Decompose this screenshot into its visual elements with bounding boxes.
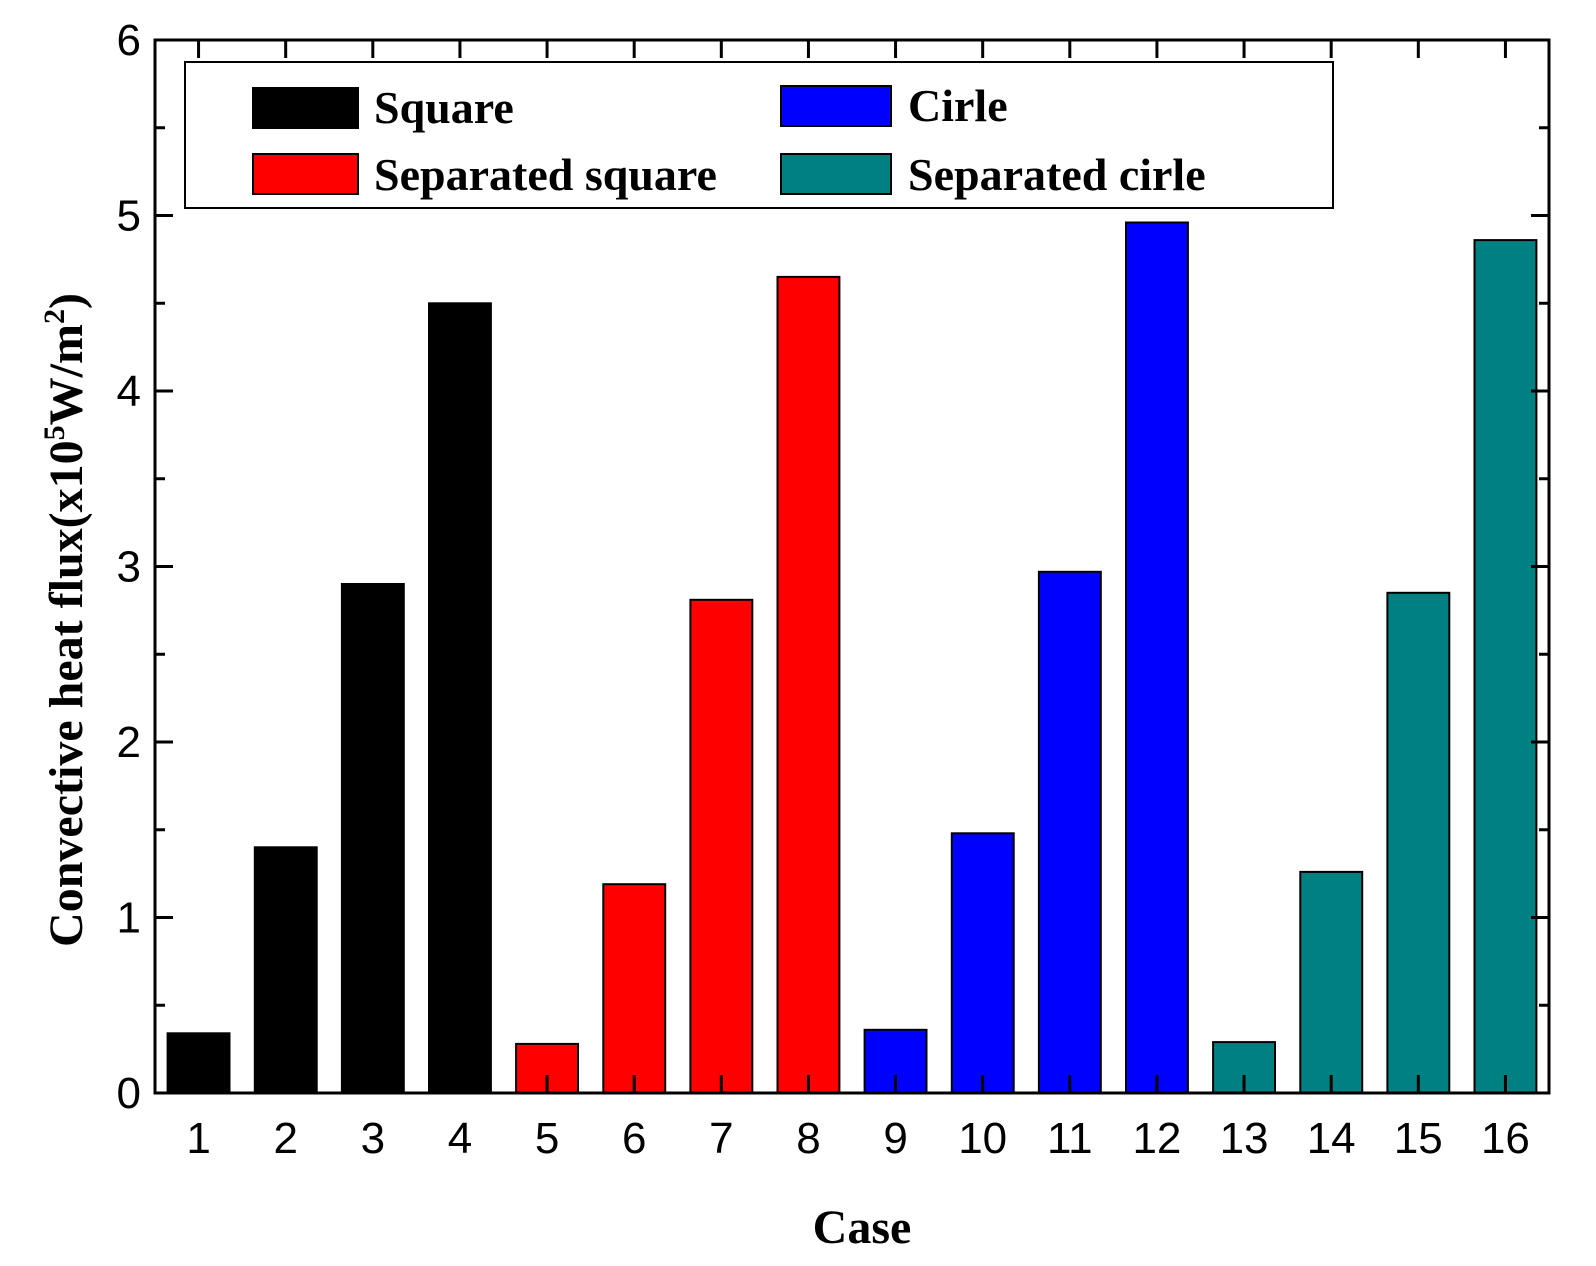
bar-case-16 <box>1473 239 1538 1095</box>
y-tick-label-5: 5 <box>117 192 141 241</box>
y-axis-title-main: Convective heat flux(x10 <box>40 440 93 947</box>
x-tick-label-1: 1 <box>186 1114 210 1163</box>
x-tick-label-11: 11 <box>1047 1114 1093 1163</box>
x-tick-label-3: 3 <box>361 1114 385 1163</box>
x-tick-label-5: 5 <box>535 1114 559 1163</box>
y-tick-label-3: 3 <box>117 543 141 592</box>
legend-box <box>184 61 1334 209</box>
x-tick-label-9: 9 <box>883 1114 907 1163</box>
bar-case-11 <box>1037 570 1102 1094</box>
y-tick-label-4: 4 <box>117 367 141 416</box>
y-axis-title-exp: 5 <box>38 425 71 440</box>
x-tick-label-10: 10 <box>958 1114 1007 1163</box>
x-tick-label-13: 13 <box>1220 1114 1269 1163</box>
bar-case-2 <box>253 846 318 1094</box>
bar-case-8 <box>776 275 841 1094</box>
y-axis-title-unit-exp: 2 <box>38 309 71 324</box>
legend-swatch-square <box>252 87 359 129</box>
y-axis-title-close: ) <box>40 293 93 309</box>
bar-case-7 <box>689 598 754 1094</box>
x-axis-title: Case <box>813 1201 912 1254</box>
legend-swatch-separated-cirle <box>780 153 892 195</box>
y-axis-title-unit: W/m <box>40 324 93 425</box>
x-tick-label-7: 7 <box>709 1114 733 1163</box>
y-tick-label-6: 6 <box>117 16 141 65</box>
x-tick-label-6: 6 <box>622 1114 646 1163</box>
x-tick-label-8: 8 <box>796 1114 820 1163</box>
bar-case-3 <box>340 583 405 1094</box>
bars-group <box>166 221 1538 1095</box>
x-tick-label-15: 15 <box>1394 1114 1443 1163</box>
x-tick-label-12: 12 <box>1132 1114 1181 1163</box>
legend-label-separated-square: Separated square <box>374 149 717 200</box>
legend-label-separated-cirle: Separated cirle <box>908 149 1206 200</box>
legend: Square Separated square Cirle Separated … <box>184 61 1334 209</box>
y-tick-label-1: 1 <box>117 894 141 943</box>
legend-label-cirle: Cirle <box>908 80 1008 131</box>
bar-case-12 <box>1125 221 1189 1094</box>
bar-case-4 <box>428 302 492 1095</box>
bar-case-15 <box>1386 591 1451 1094</box>
x-tick-label-16: 16 <box>1481 1114 1530 1163</box>
x-tick-label-2: 2 <box>273 1114 297 1163</box>
y-tick-label-0: 0 <box>117 1069 141 1118</box>
bar-case-6 <box>602 883 667 1095</box>
legend-swatch-cirle <box>780 85 892 127</box>
x-tick-label-14: 14 <box>1307 1114 1356 1163</box>
y-tick-label-2: 2 <box>117 718 141 767</box>
x-tick-label-4: 4 <box>448 1114 472 1163</box>
bar-case-14 <box>1299 870 1364 1095</box>
legend-label-square: Square <box>374 82 514 133</box>
bar-case-10 <box>950 832 1015 1094</box>
y-axis-title: Convective heat flux(x105W/m2) <box>38 293 93 947</box>
legend-swatch-separated-square <box>252 153 359 195</box>
